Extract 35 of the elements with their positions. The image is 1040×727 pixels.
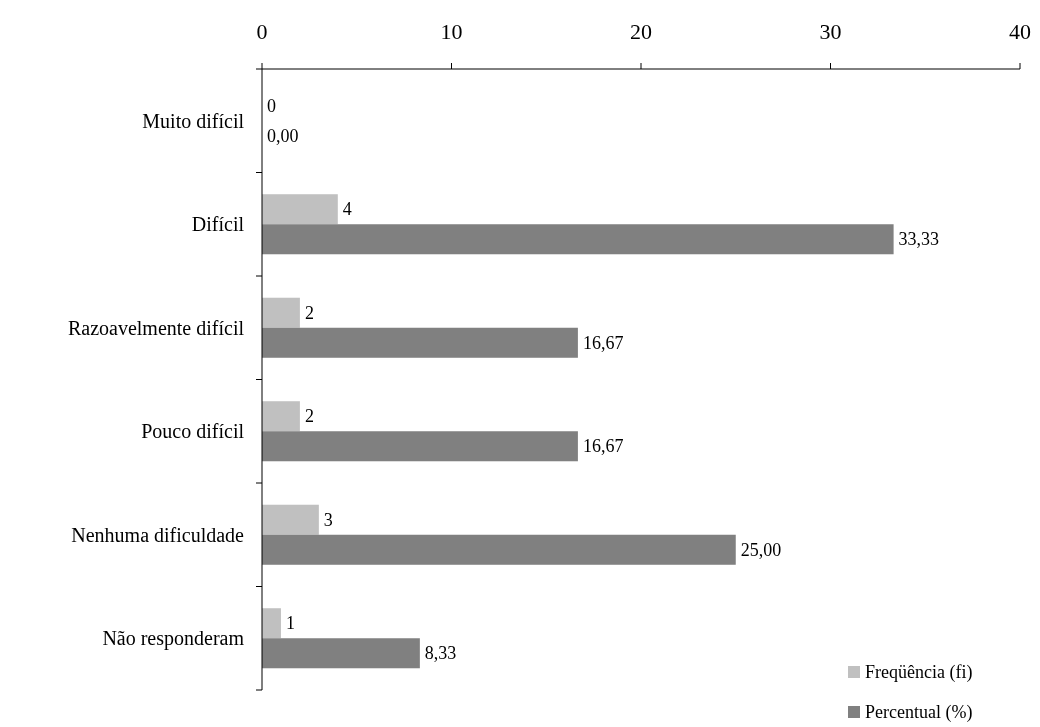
- y-tick-label: Razoavelmente difícil: [67, 316, 245, 339]
- data-label: 1: [285, 613, 295, 634]
- data-label: 4: [342, 199, 352, 220]
- data-label: 0,00: [267, 125, 299, 146]
- legend-label: Percentual (%): [865, 702, 973, 723]
- y-tick-label: Muito difícil: [142, 109, 245, 132]
- legend-label: Freqüência (fi): [865, 662, 973, 683]
- data-label: 2: [304, 406, 314, 427]
- data-label: 16,67: [582, 436, 624, 457]
- x-tick-label: 30: [819, 19, 842, 44]
- bar: [262, 608, 281, 639]
- bar: [262, 401, 300, 432]
- bar: [262, 534, 736, 565]
- bar: [262, 504, 319, 535]
- data-label: 16,67: [582, 332, 624, 353]
- bar: [262, 224, 894, 255]
- y-tick-label: Nenhuma dificuldade: [71, 523, 245, 546]
- x-tick-label: 20: [630, 19, 652, 44]
- data-label: 8,33: [424, 643, 457, 664]
- x-tick-label: 40: [1009, 19, 1031, 44]
- y-tick-label: Difícil: [191, 213, 245, 236]
- x-tick-label: 10: [440, 19, 463, 44]
- x-tick-label: 0: [256, 19, 268, 44]
- bar: [262, 297, 300, 328]
- data-label: 25,00: [740, 539, 782, 560]
- data-label: 2: [304, 302, 314, 323]
- data-label: 0: [267, 95, 276, 116]
- bar: [262, 638, 420, 669]
- bar: [262, 431, 578, 462]
- y-tick-label: Não responderam: [102, 627, 245, 651]
- y-tick-label: Pouco difícil: [141, 420, 245, 443]
- bar: [262, 194, 338, 225]
- data-label: 3: [323, 509, 333, 530]
- data-label: 33,33: [898, 229, 940, 250]
- bar: [262, 327, 578, 358]
